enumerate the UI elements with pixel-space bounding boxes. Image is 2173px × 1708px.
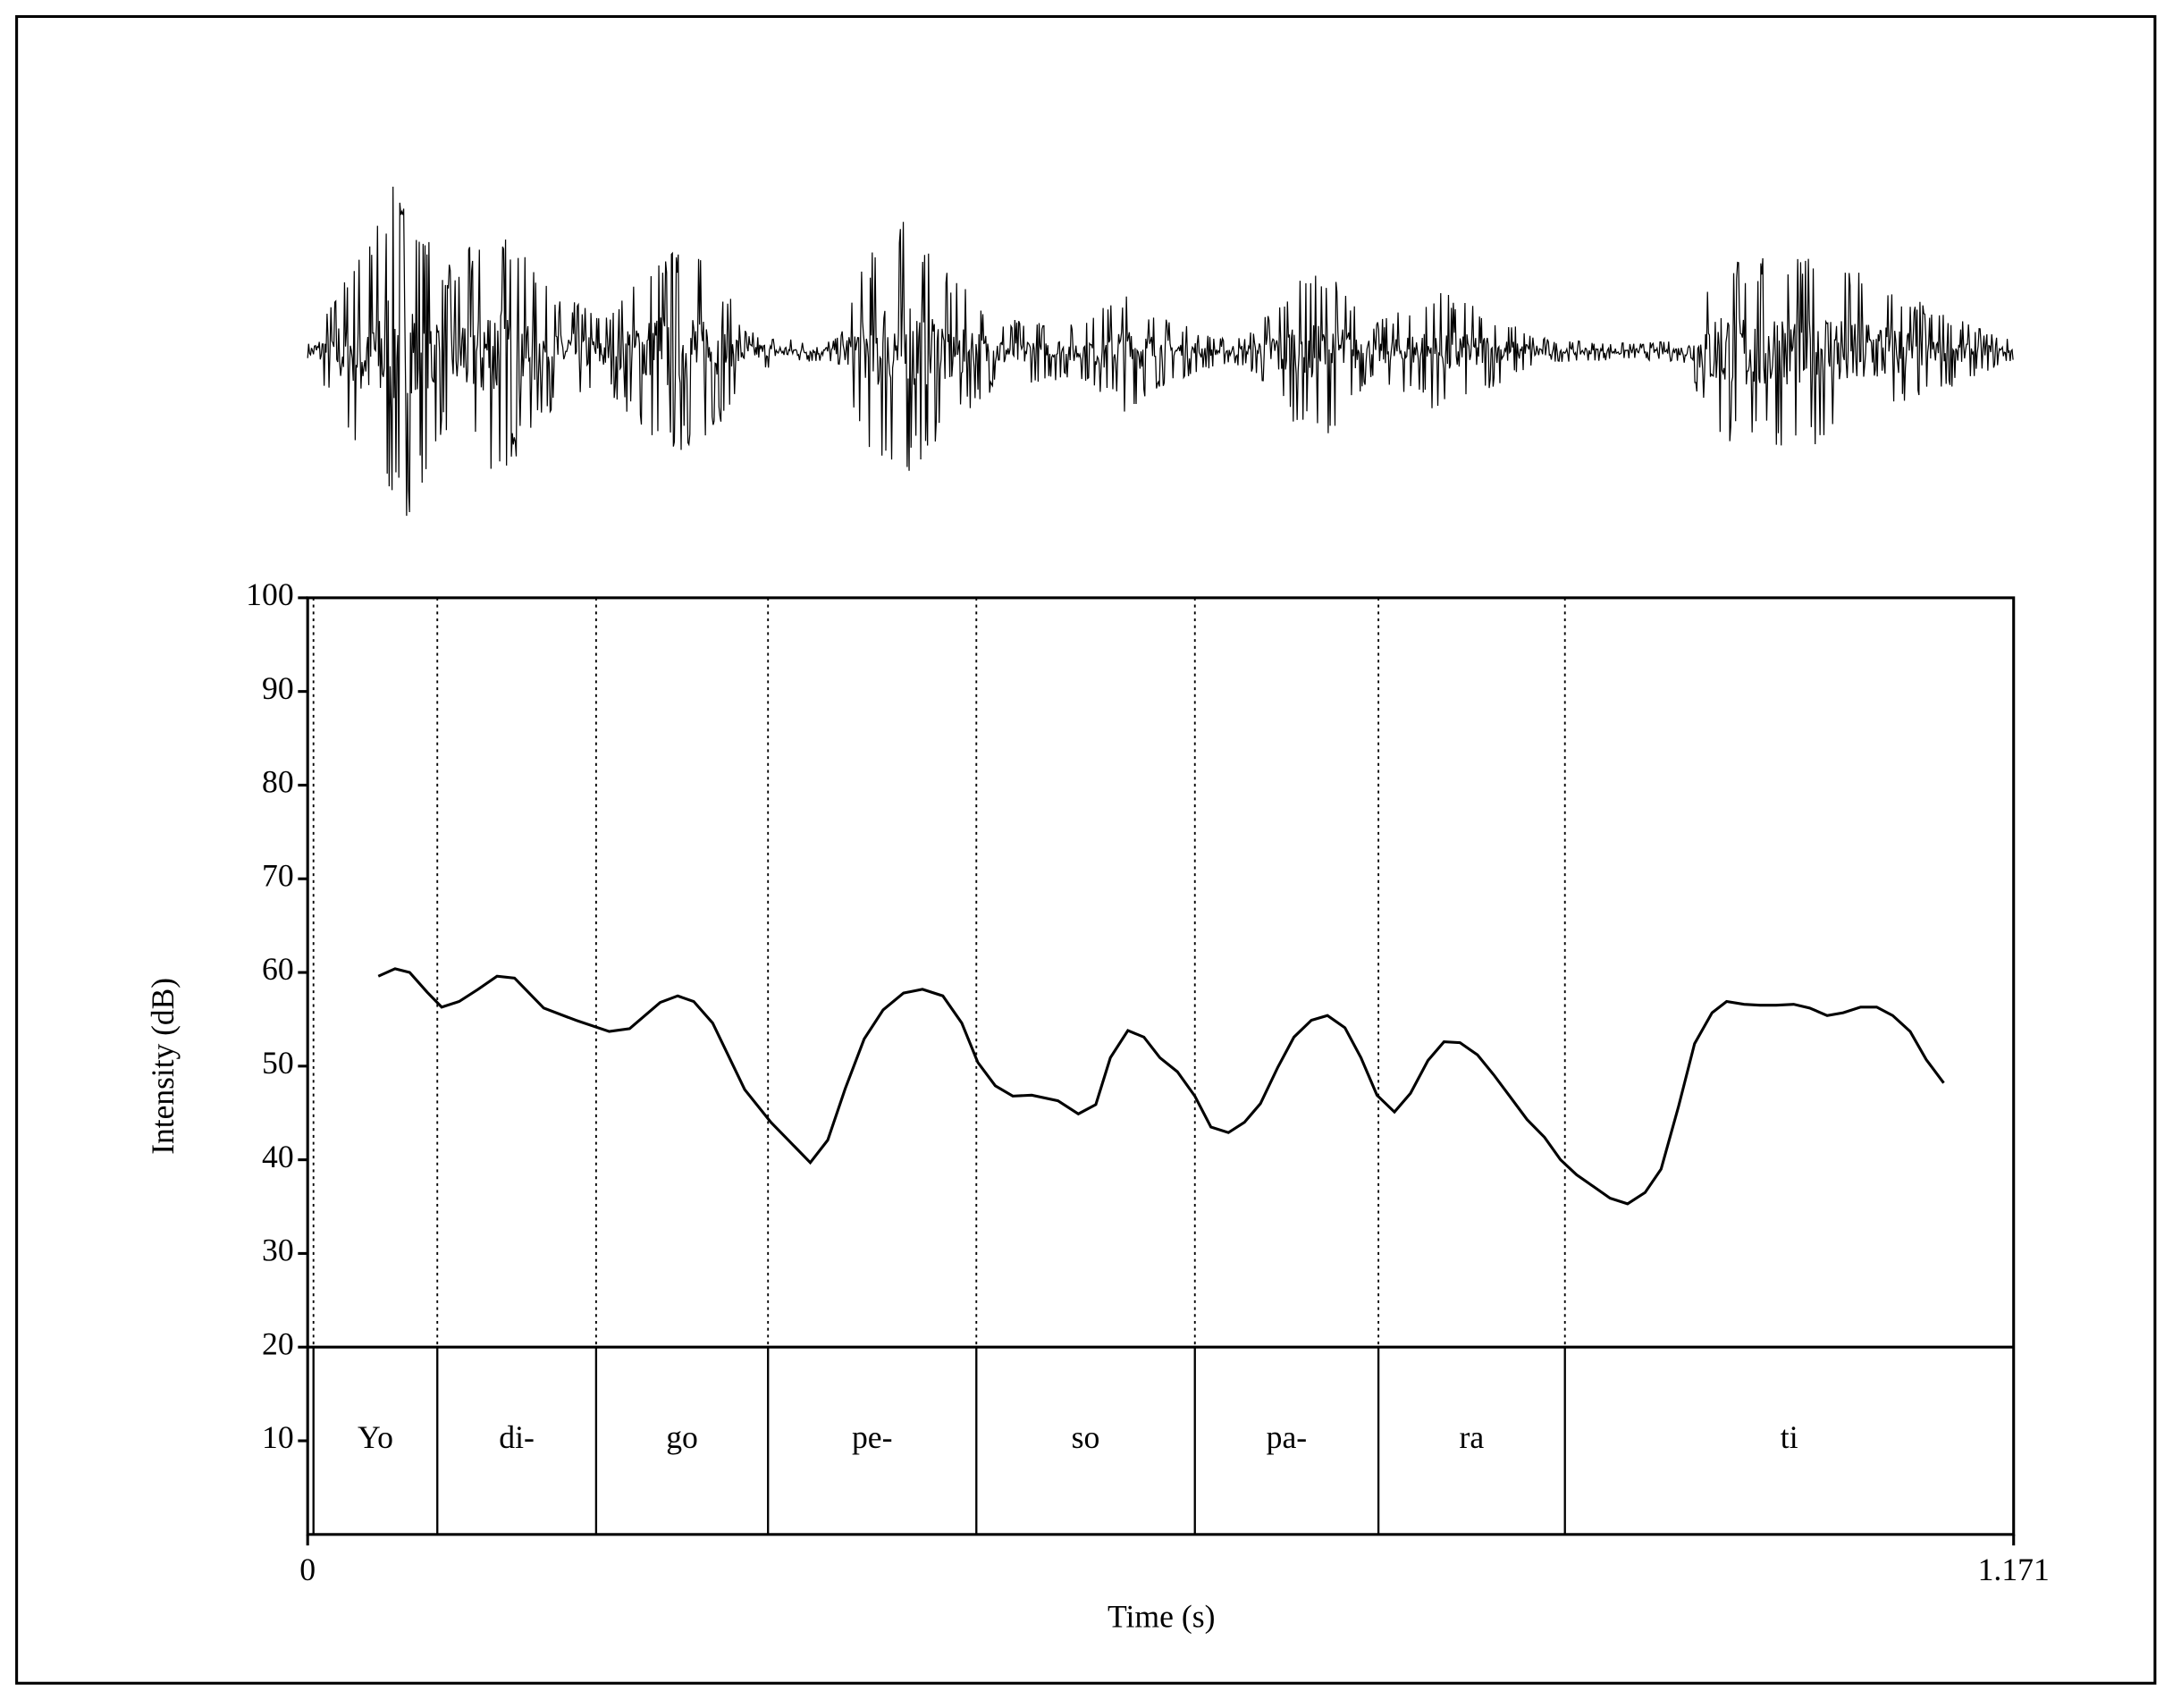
x-tick-label: 0 xyxy=(299,1552,316,1587)
y-tick-label: 30 xyxy=(262,1233,294,1268)
intensity-line xyxy=(377,967,1945,1206)
x-tick-label: 1.171 xyxy=(1978,1552,2050,1587)
y-tick-label: 50 xyxy=(262,1045,294,1081)
tier-label: pe- xyxy=(852,1419,893,1455)
x-axis-label: Time (s) xyxy=(1108,1599,1216,1635)
y-tick-label: 80 xyxy=(262,764,294,800)
waveform xyxy=(307,186,2014,517)
tier-label: di- xyxy=(499,1419,535,1455)
y-axis-label: Intensity (dB) xyxy=(145,978,181,1155)
tier-label: Yo xyxy=(358,1419,393,1455)
y-tick-label: 70 xyxy=(262,857,294,893)
y-tick-label: 100 xyxy=(246,576,293,612)
tier-label: ti xyxy=(1781,1419,1798,1455)
tier-label: pa- xyxy=(1267,1419,1308,1455)
y-tick-label: 20 xyxy=(262,1325,294,1361)
tier-label: so xyxy=(1072,1419,1100,1455)
outer-frame xyxy=(15,14,2157,1685)
y-tick-label: 40 xyxy=(262,1139,294,1174)
tier-label: ra xyxy=(1460,1419,1485,1455)
y-tick-label: 60 xyxy=(262,951,294,987)
plot-frame xyxy=(306,596,2016,1536)
tier-label: go xyxy=(666,1419,698,1455)
y-tick-label: 10 xyxy=(262,1419,294,1455)
y-tick-label: 90 xyxy=(262,670,294,706)
